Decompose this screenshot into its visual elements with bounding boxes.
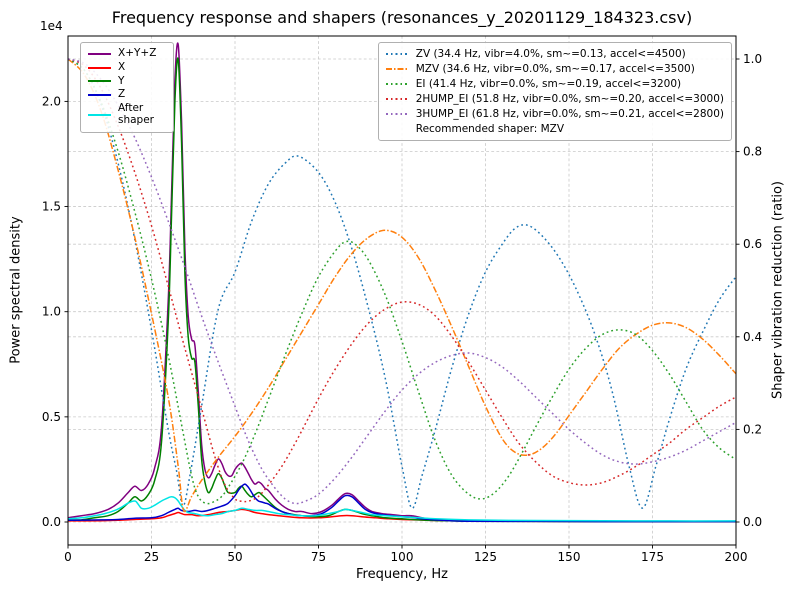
y-right-tick-label: 0.8 <box>743 145 762 159</box>
legend-item-zv: ZV (34.4 Hz, vibr=4.0%, sm~=0.13, accel<… <box>385 47 724 62</box>
y-left-tick-label: 2.0 <box>42 94 61 108</box>
y-right-tick-label: 0.6 <box>743 237 762 251</box>
y-right-tick-label: 0.4 <box>743 330 762 344</box>
y-left-tick-label: 0.0 <box>42 515 61 529</box>
legend-psd: X+Y+Z X Y Z After shaper <box>80 42 174 133</box>
legend-line-sample-dotted <box>385 53 409 56</box>
x-tick-label: 50 <box>227 550 242 564</box>
legend-label: 3HUMP_EI (61.8 Hz, vibr=0.0%, sm~=0.21, … <box>415 107 724 120</box>
legend-item-y: Y <box>88 75 166 89</box>
legend-line-sample-solid <box>88 52 111 55</box>
y-left-tick-label: 0.5 <box>42 410 61 424</box>
legend-item-2hump_ei: 2HUMP_EI (51.8 Hz, vibr=0.0%, sm~=0.20, … <box>385 92 724 107</box>
y-left-tick-label: 1.5 <box>42 200 61 214</box>
legend-item-ei: EI (41.4 Hz, vibr=0.0%, sm~=0.19, accel<… <box>385 77 724 92</box>
x-axis-label: Frequency, Hz <box>355 567 449 582</box>
x-tick-label: 125 <box>474 550 497 564</box>
legend-line-sample-solid <box>88 80 111 83</box>
x-tick-label: 75 <box>311 550 326 564</box>
y-right-tick-label: 1.0 <box>743 52 762 66</box>
legend-label: Y <box>118 74 125 87</box>
chart-title: Frequency response and shapers (resonanc… <box>111 8 693 27</box>
legend-label: 2HUMP_EI (51.8 Hz, vibr=0.0%, sm~=0.20, … <box>415 92 724 105</box>
series-line-mzv <box>67 58 737 513</box>
x-tick-label: 100 <box>391 550 414 564</box>
legend-label: MZV (34.6 Hz, vibr=0.0%, sm~=0.17, accel… <box>415 62 695 75</box>
series-line-2hump_ei <box>67 58 737 503</box>
series-line-after_shaper <box>67 496 737 522</box>
legend-item-z: Z <box>88 88 166 102</box>
series-line-3hump_ei <box>67 58 737 505</box>
legend-label: EI (41.4 Hz, vibr=0.0%, sm~=0.19, accel<… <box>415 77 682 90</box>
legend-line-sample-dotted <box>385 113 409 116</box>
legend-item-x: X <box>88 61 166 75</box>
x-tick-label: 150 <box>558 550 581 564</box>
legend-item-after: After shaper <box>88 102 166 128</box>
x-tick-label: 0 <box>64 550 72 564</box>
y-right-tick-label: 0.2 <box>743 422 762 436</box>
y-left-tick-label: 1.0 <box>42 305 61 319</box>
legend-item-3hump_ei: 3HUMP_EI (61.8 Hz, vibr=0.0%, sm~=0.21, … <box>385 107 724 122</box>
legend-item-mzv: MZV (34.6 Hz, vibr=0.0%, sm~=0.17, accel… <box>385 62 724 77</box>
legend-line-sample-dotted <box>385 98 409 101</box>
legend-label: After shaper <box>118 102 155 126</box>
legend-label: X+Y+Z <box>118 47 157 59</box>
series-line-ei <box>67 58 737 505</box>
legend-shapers: ZV (34.4 Hz, vibr=4.0%, sm~=0.13, accel<… <box>377 42 732 142</box>
x-tick-label: 175 <box>641 550 664 564</box>
y-right-axis-label: Shaper vibration reduction (ratio) <box>770 181 786 399</box>
legend-line-sample-solid <box>88 113 111 116</box>
legend-note-recommended-shaper: Recommended shaper: MZV <box>415 122 565 135</box>
legend-item-x+y+z: X+Y+Z <box>88 47 166 61</box>
x-tick-label: 200 <box>725 550 748 564</box>
legend-label: ZV (34.4 Hz, vibr=4.0%, sm~=0.13, accel<… <box>415 48 686 60</box>
legend-line-sample-solid <box>88 94 111 97</box>
legend-label: X <box>118 60 126 73</box>
y-left-axis-label: Power spectral density <box>8 216 24 364</box>
axis-ticks: 0 25 50 75 100 125 150 175 200 0.0 0.5 1.0 1.5 2.0 0.0… <box>42 52 762 564</box>
legend-line-sample-dashdot <box>385 68 409 71</box>
legend-line-sample-dotted <box>385 83 409 86</box>
y-left-offset-label: 1e4 <box>40 19 63 33</box>
series-line-zv <box>67 58 737 509</box>
x-tick-label: 25 <box>144 550 159 564</box>
legend-label: Z <box>118 88 126 101</box>
y-right-tick-label: 0.0 <box>743 515 762 529</box>
legend-line-sample-solid <box>88 66 111 69</box>
